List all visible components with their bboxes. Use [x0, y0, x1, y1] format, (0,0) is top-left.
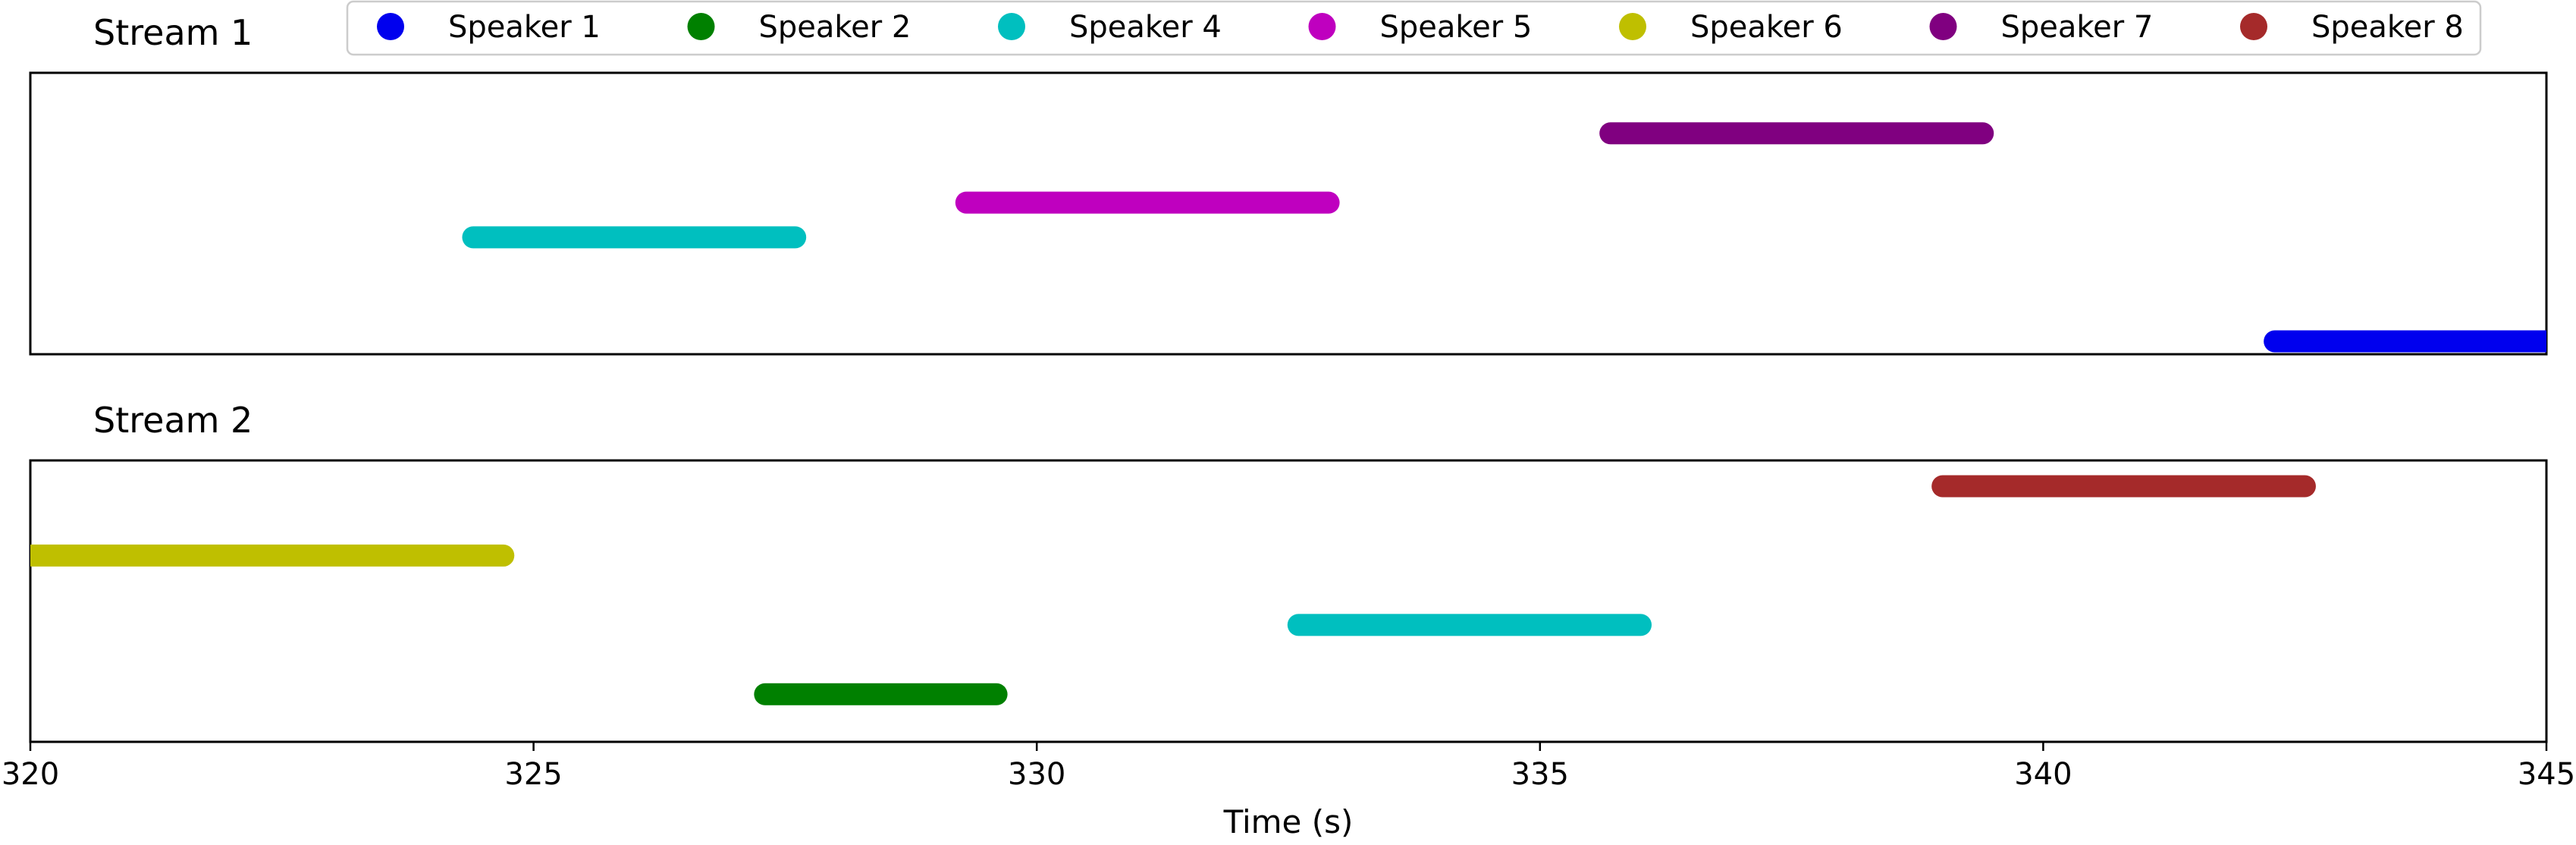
x-tick-label: 325: [504, 757, 562, 792]
x-tick-label: 320: [2, 757, 59, 792]
legend-label: Speaker 4: [1069, 10, 1222, 45]
stream-1-segments: [462, 122, 2546, 353]
x-axis-label: Time (s): [1223, 803, 1354, 840]
x-tick-label: 340: [2014, 757, 2072, 792]
x-tick-label: 330: [1008, 757, 1065, 792]
legend-marker: [2240, 13, 2267, 40]
legend-label: Speaker 7: [2001, 10, 2154, 45]
stream-1-panel: [29, 71, 2548, 356]
x-axis: 320 325 330 335 340 345: [2, 742, 2575, 792]
legend-label: Speaker 6: [1690, 10, 1843, 45]
stream-2-panel: [29, 459, 2548, 743]
legend-label: Speaker 2: [759, 10, 911, 45]
stream-1-title: Stream 1: [93, 12, 253, 53]
legend-label: Speaker 8: [2311, 10, 2464, 45]
legend-marker: [1929, 13, 1957, 40]
stream-2-segments: [30, 475, 2316, 705]
stream-2-title: Stream 2: [93, 400, 253, 441]
x-tick-label: 345: [2518, 757, 2575, 792]
legend-marker: [1308, 13, 1336, 40]
legend-marker: [687, 13, 715, 40]
legend-label: Speaker 1: [448, 10, 601, 45]
legend-marker: [998, 13, 1025, 40]
x-tick-label: 335: [1511, 757, 1569, 792]
legend-marker: [377, 13, 404, 40]
legend-entries: Speaker 1 Speaker 2 Speaker 4 Speaker 5 Spea…: [377, 10, 2464, 45]
legend: Speaker 1 Speaker 2 Speaker 4 Speaker 5 Spea…: [346, 0, 2482, 56]
legend-marker: [1619, 13, 1646, 40]
legend-label: Speaker 5: [1380, 10, 1533, 45]
